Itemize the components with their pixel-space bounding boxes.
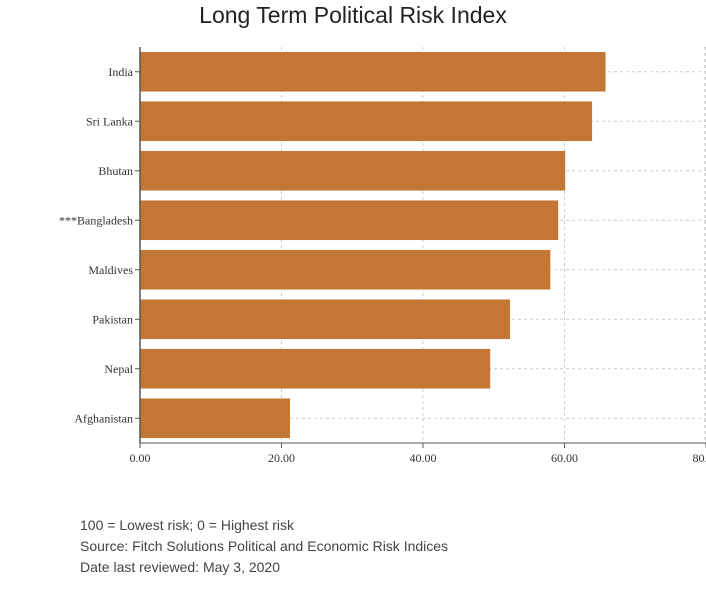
x-tick-label: 60.00	[551, 451, 578, 465]
risk-scale-note: 100 = Lowest risk; 0 = Highest risk	[80, 517, 294, 533]
x-tick-label: 0.00	[130, 451, 151, 465]
y-tick-label: Afghanistan	[74, 411, 133, 425]
y-tick-label: Bhutan	[98, 164, 133, 178]
y-tick-label: India	[108, 65, 133, 79]
x-tick-label: 40.00	[410, 451, 437, 465]
bar	[140, 101, 593, 142]
bar	[140, 150, 566, 191]
bar	[140, 200, 559, 241]
bar	[140, 249, 551, 290]
chart-notes: 100 = Lowest risk; 0 = Highest risk Sour…	[80, 515, 448, 578]
source-note: Source: Fitch Solutions Political and Ec…	[80, 538, 449, 554]
chart-title: Long Term Political Risk Index	[199, 2, 507, 28]
x-tick-label: 20.00	[268, 451, 295, 465]
review-date-note: Date last reviewed: May 3, 2020	[80, 559, 280, 575]
bar	[140, 348, 491, 389]
bar	[140, 299, 511, 340]
y-tick-label: Sri Lanka	[86, 114, 134, 128]
y-tick-label: Maldives	[88, 263, 133, 277]
y-tick-label: ***Bangladesh	[59, 213, 133, 227]
y-tick-label: Nepal	[104, 362, 133, 376]
y-tick-label: Pakistan	[92, 312, 133, 326]
bar-chart: 0.00 20.00 40.00 60.00 80.00 India Sri Lanka Bh…	[59, 47, 706, 465]
x-tick-label: 80.00	[693, 451, 706, 465]
bar	[140, 398, 290, 439]
bar	[140, 51, 606, 92]
